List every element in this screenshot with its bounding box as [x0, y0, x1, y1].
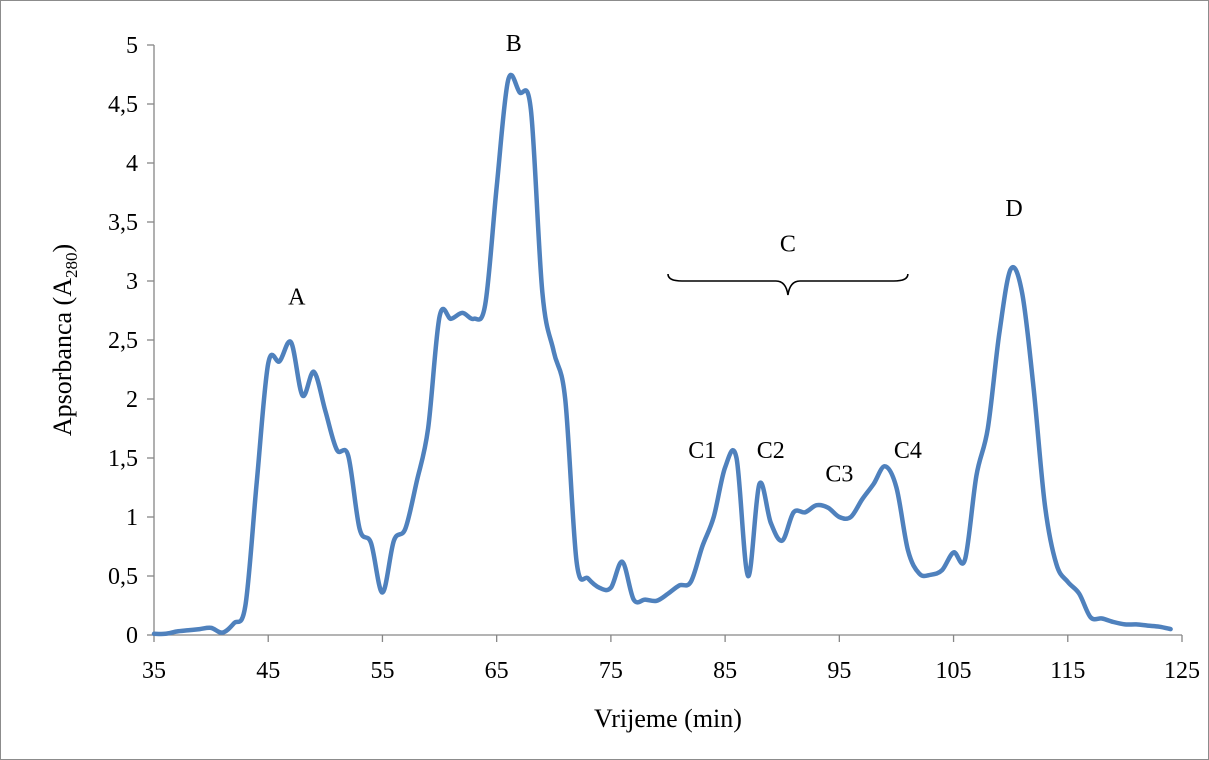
peak-label-c3: C3	[825, 462, 853, 488]
peak-label-c4: C4	[894, 438, 922, 464]
y-axis: 0 0,5 1 1,5 2 2,5 3 3,5 4 4,5 5	[108, 33, 155, 649]
y-tick-label: 1	[126, 505, 138, 531]
peak-annotations: A B C C1 C2 C3 C4 D	[288, 31, 1023, 488]
absorbance-series-line	[151, 72, 1173, 637]
peak-label-c1: C1	[688, 438, 716, 464]
y-tick-label: 4,5	[108, 92, 138, 118]
y-tick-label: 5	[126, 33, 138, 59]
group-c-brace	[667, 273, 909, 296]
x-tick-label: 55	[370, 658, 394, 684]
y-tick-label: 3	[126, 269, 138, 295]
y-tick-label: 2,5	[108, 328, 138, 354]
x-tick-label: 35	[142, 658, 166, 684]
peak-label-d: D	[1005, 196, 1022, 222]
peak-label-c: C	[780, 232, 796, 258]
y-axis-title: Apsorbanca (A280)	[48, 244, 81, 436]
x-tick-label: 125	[1164, 658, 1200, 684]
x-axis: 35 45 55 65 75 85 95 105 115 125	[142, 634, 1200, 684]
x-tick-label: 45	[256, 658, 280, 684]
y-axis-title-close: )	[48, 244, 77, 253]
x-tick-label: 95	[827, 658, 851, 684]
x-axis-title: Vrijeme (min)	[594, 704, 742, 733]
peak-label-b: B	[506, 31, 522, 57]
y-tick-label: 0	[126, 623, 138, 649]
y-tick-label: 2	[126, 387, 138, 413]
y-axis-title-subscript: 280	[62, 253, 81, 279]
brace-group	[667, 273, 909, 296]
peak-label-c2: C2	[757, 438, 785, 464]
x-tick-label: 85	[713, 658, 737, 684]
x-tick-label: 115	[1050, 658, 1085, 684]
y-tick-label: 1,5	[108, 446, 138, 472]
x-tick-label: 105	[936, 658, 972, 684]
y-tick-label: 4	[126, 151, 138, 177]
y-tick-label: 0,5	[108, 564, 138, 590]
x-tick-label: 75	[599, 658, 623, 684]
peak-label-a: A	[288, 285, 306, 311]
y-axis-title-main: Apsorbanca (A	[48, 278, 77, 436]
x-tick-label: 65	[485, 658, 509, 684]
y-tick-label: 3,5	[108, 210, 138, 236]
series-group	[151, 72, 1173, 637]
